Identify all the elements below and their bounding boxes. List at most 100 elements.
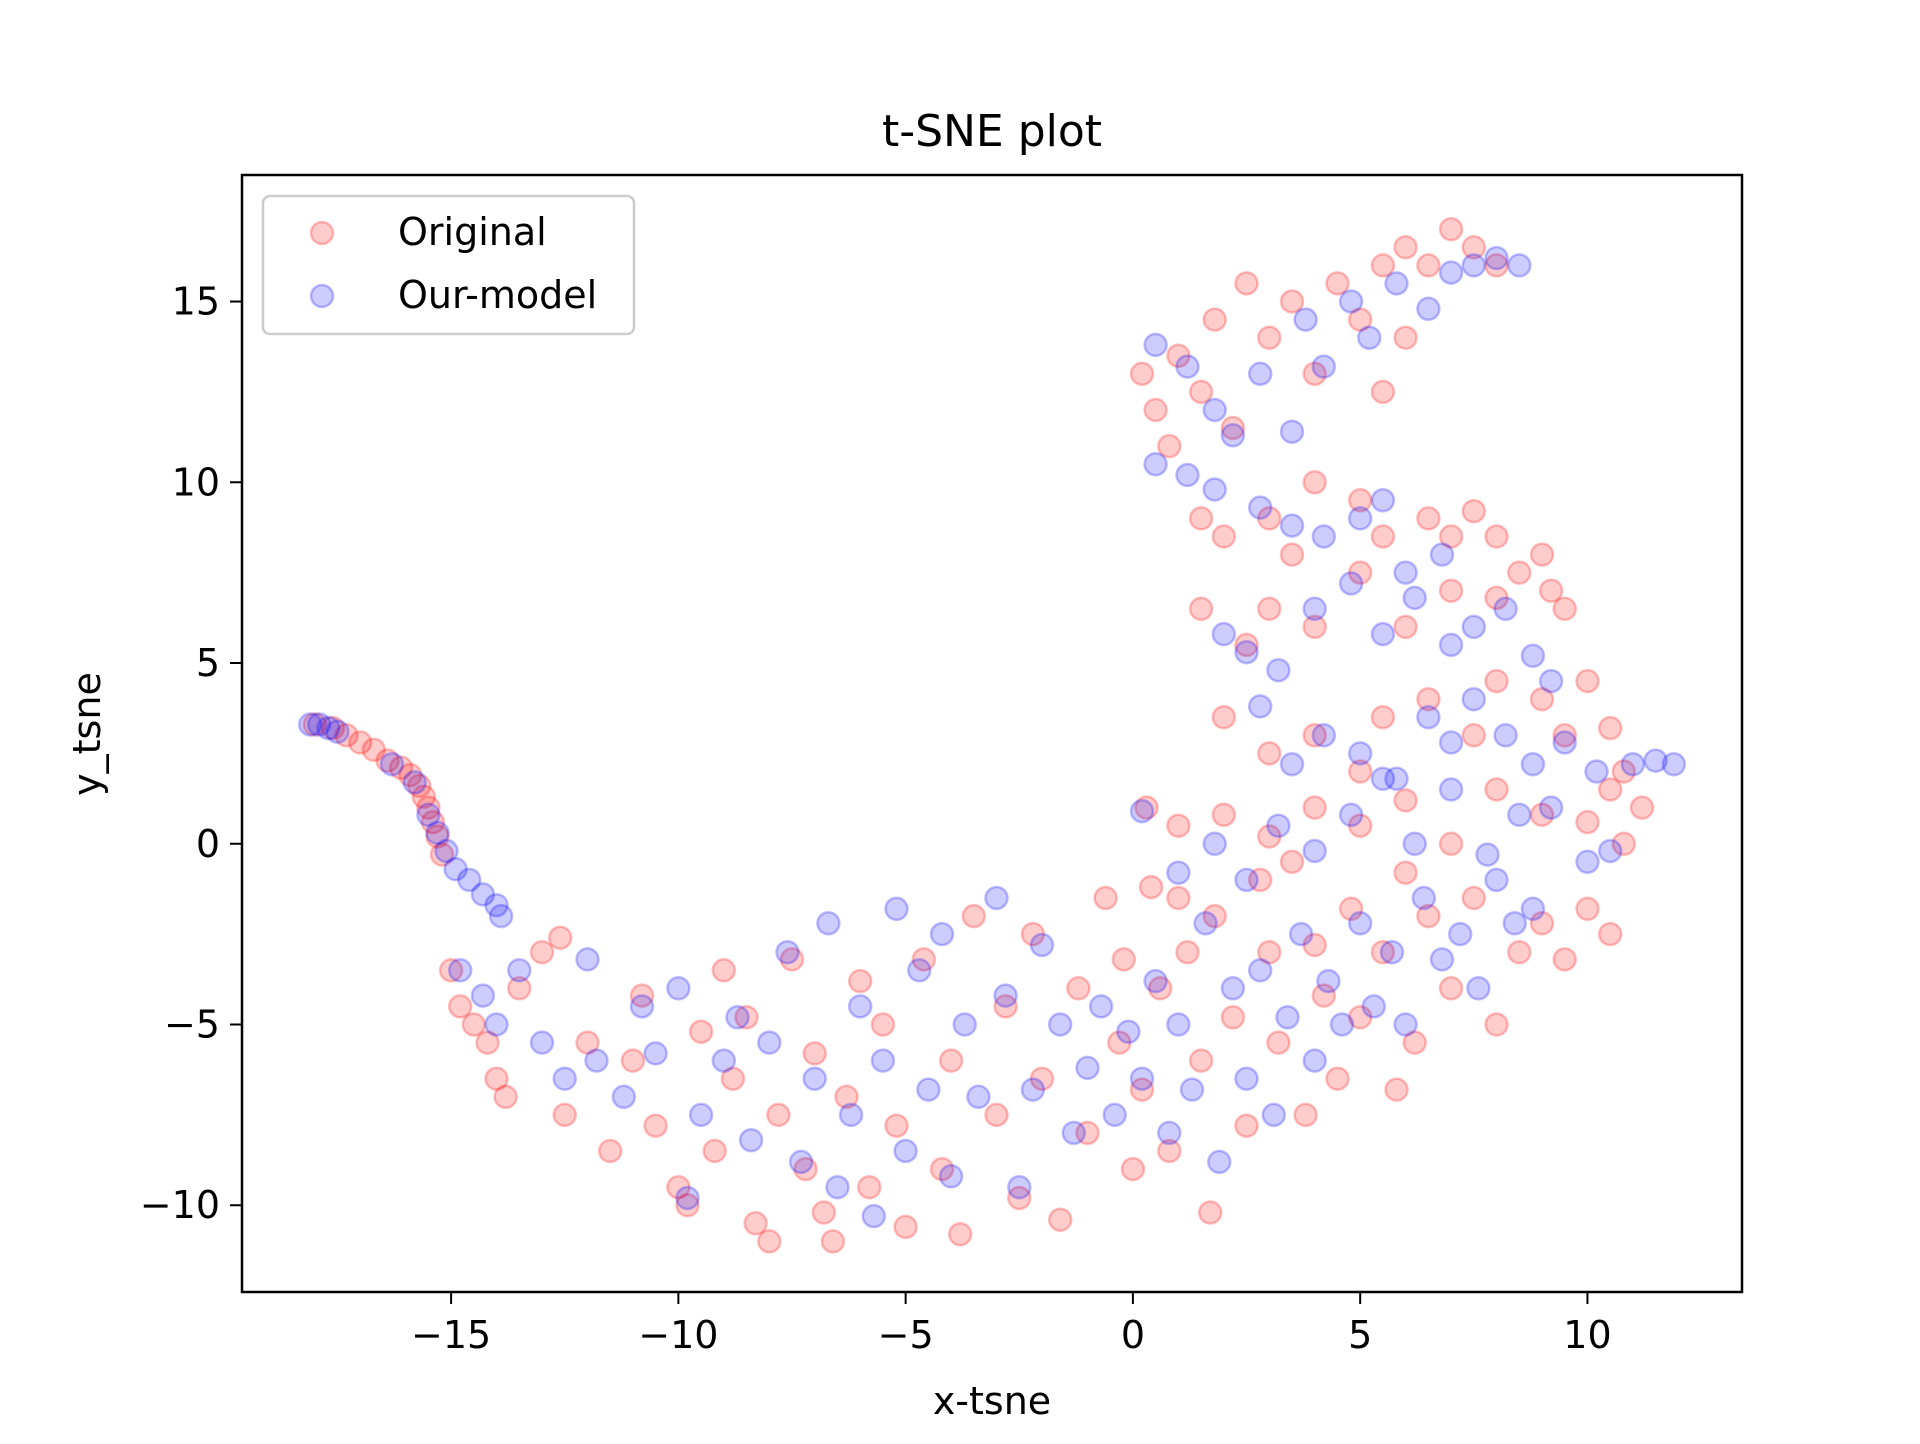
data-point-1-153 [1484,245,1509,271]
data-point-0-53 [947,1221,973,1247]
data-point-0-19 [493,1084,518,1110]
data-point-0-116 [1257,741,1282,766]
data-point-0-126 [1597,715,1623,741]
data-point-0-27 [629,983,655,1008]
data-point-0-171 [1370,379,1396,405]
data-point-0-134 [1438,578,1464,603]
data-point-1-120 [1302,596,1327,622]
data-point-0-3 [347,730,373,755]
data-point-0-76 [1220,1005,1246,1030]
data-point-1-19 [552,1066,577,1091]
data-point-1-150 [1416,296,1441,322]
data-point-1-109 [1438,730,1464,755]
data-point-0-44 [834,1084,859,1110]
data-point-0-10 [416,795,441,820]
data-point-1-87 [1129,798,1155,824]
data-point-0-68 [1138,874,1164,900]
data-point-1-6 [416,802,441,828]
data-point-1-145 [1293,307,1318,332]
data-point-0-59 [1029,1066,1055,1091]
data-point-0-156 [1202,307,1227,332]
data-point-0-23 [552,1102,577,1128]
data-point-1-84 [1484,867,1509,893]
data-point-0-65 [1111,947,1137,972]
data-point-1-76 [1347,911,1373,936]
data-point-0-66 [1120,1156,1146,1182]
data-point-1-139 [1143,332,1168,358]
data-point-0-49 [893,1214,918,1240]
data-point-1-29 [725,1005,750,1030]
data-point-0-162 [1325,271,1350,296]
data-point-1-104 [1279,751,1305,777]
data-point-1-114 [1584,759,1609,784]
data-point-0-54 [961,903,987,929]
data-point-1-60 [1129,1066,1155,1091]
data-point-0-60 [1047,1207,1073,1232]
data-point-0-33 [711,958,737,983]
data-point-1-46 [938,1164,964,1189]
data-point-0-99 [1575,896,1600,922]
data-point-0-101 [1134,795,1159,820]
data-point-0-0 [302,712,327,737]
data-point-1-141 [1202,397,1227,423]
data-point-0-61 [1066,976,1091,1001]
data-point-0-39 [779,947,805,972]
data-point-1-31 [757,1030,782,1055]
legend-label-our-model: Our-model [398,273,597,317]
data-point-0-153 [1157,433,1182,459]
data-point-1-128 [1538,668,1564,694]
data-point-1-129 [1143,451,1168,477]
data-point-1-38 [847,994,873,1019]
data-point-1-88 [1166,860,1191,885]
data-point-1-53 [1029,932,1055,958]
data-point-0-128 [1188,596,1214,622]
data-point-1-70 [1261,1102,1287,1128]
data-point-1-115 [1643,748,1668,773]
data-point-1-61 [1143,968,1168,994]
legend-label-original: Original [398,210,547,254]
data-point-0-100 [1597,921,1623,947]
data-point-1-40 [870,1048,896,1073]
data-point-0-131 [1302,614,1327,640]
data-point-1-142 [1220,423,1246,448]
data-point-0-93 [1438,976,1464,1001]
data-point-0-20 [507,976,532,1001]
data-point-1-12 [484,892,509,918]
data-point-1-56 [1075,1055,1100,1081]
data-point-0-7 [397,762,423,788]
data-point-1-133 [1279,513,1305,538]
data-point-0-87 [1347,1005,1373,1030]
data-point-0-94 [1461,885,1487,911]
data-point-1-151 [1438,260,1464,285]
chart-title: t-SNE plot [882,106,1102,157]
data-point-0-142 [1257,506,1282,531]
data-point-1-7 [425,820,450,846]
data-point-1-34 [802,1066,827,1091]
data-point-0-64 [1107,1030,1132,1055]
data-point-0-136 [1507,560,1532,585]
data-point-1-69 [1247,958,1273,983]
data-point-0-11 [420,809,446,835]
data-point-0-72 [1175,939,1200,965]
data-point-0-43 [820,1229,846,1254]
data-point-0-86 [1338,896,1364,922]
data-point-0-69 [1147,976,1173,1001]
data-point-1-140 [1175,354,1200,379]
data-point-1-43 [907,958,932,983]
data-point-0-152 [1143,397,1168,423]
data-point-1-93 [1338,802,1364,828]
data-point-1-73 [1302,1048,1327,1073]
y-tick-label-5: 15 [172,280,220,324]
data-point-0-144 [1302,470,1327,495]
data-point-1-149 [1384,271,1409,296]
data-point-1-107 [1384,766,1409,791]
data-point-0-58 [1020,921,1046,947]
data-point-0-97 [1529,911,1555,936]
data-point-0-157 [1220,415,1246,441]
data-point-1-51 [1007,1174,1032,1200]
data-point-1-11 [470,882,496,907]
data-point-1-65 [1193,911,1218,936]
data-point-1-131 [1202,477,1227,502]
data-point-0-34 [720,1066,746,1091]
